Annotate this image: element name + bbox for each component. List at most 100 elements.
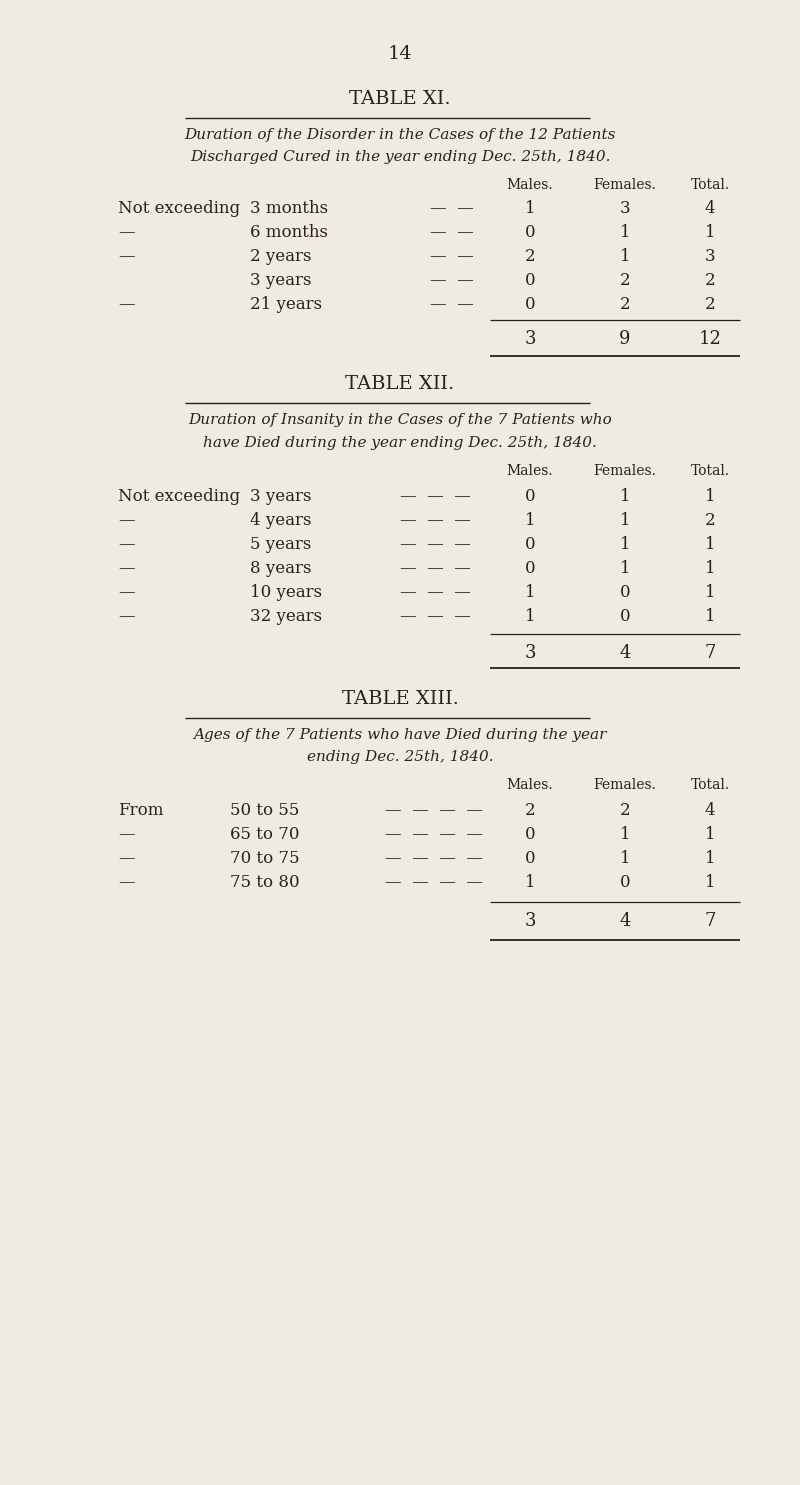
Text: Females.: Females. xyxy=(594,463,657,478)
Text: 3 years: 3 years xyxy=(250,272,311,290)
Text: Duration of the Disorder in the Cases of the 12 Patients: Duration of the Disorder in the Cases of… xyxy=(184,128,616,143)
Text: 0: 0 xyxy=(525,826,535,843)
Text: 1: 1 xyxy=(705,607,715,625)
Text: 1: 1 xyxy=(705,584,715,601)
Text: Not exceeding: Not exceeding xyxy=(118,489,240,505)
Text: 1: 1 xyxy=(705,560,715,578)
Text: —  —  —  —: — — — — xyxy=(385,849,483,867)
Text: 7: 7 xyxy=(704,912,716,930)
Text: 0: 0 xyxy=(525,536,535,552)
Text: —  —  —: — — — xyxy=(400,584,471,601)
Text: —: — xyxy=(118,584,134,601)
Text: —  —: — — xyxy=(430,272,474,290)
Text: 1: 1 xyxy=(525,512,535,529)
Text: 4: 4 xyxy=(705,802,715,820)
Text: 1: 1 xyxy=(705,875,715,891)
Text: 3: 3 xyxy=(705,248,715,264)
Text: 4 years: 4 years xyxy=(250,512,311,529)
Text: 32 years: 32 years xyxy=(250,607,322,625)
Text: 0: 0 xyxy=(620,875,630,891)
Text: —: — xyxy=(118,296,134,313)
Text: —  —  —: — — — xyxy=(400,560,471,578)
Text: TABLE XI.: TABLE XI. xyxy=(349,91,451,108)
Text: —  —  —: — — — xyxy=(400,607,471,625)
Text: 2: 2 xyxy=(705,272,715,290)
Text: —  —  —: — — — xyxy=(400,489,471,505)
Text: Total.: Total. xyxy=(690,463,730,478)
Text: 3 months: 3 months xyxy=(250,200,328,217)
Text: —: — xyxy=(118,560,134,578)
Text: 1: 1 xyxy=(705,826,715,843)
Text: 0: 0 xyxy=(525,489,535,505)
Text: 65 to 70: 65 to 70 xyxy=(230,826,299,843)
Text: —: — xyxy=(118,607,134,625)
Text: 2: 2 xyxy=(705,512,715,529)
Text: 1: 1 xyxy=(525,875,535,891)
Text: —  —: — — xyxy=(430,296,474,313)
Text: Discharged Cured in the year ending Dec. 25th, 1840.: Discharged Cured in the year ending Dec.… xyxy=(190,150,610,163)
Text: —  —: — — xyxy=(430,200,474,217)
Text: 14: 14 xyxy=(388,45,412,62)
Text: —  —  —: — — — xyxy=(400,512,471,529)
Text: 3: 3 xyxy=(524,644,536,662)
Text: 21 years: 21 years xyxy=(250,296,322,313)
Text: 0: 0 xyxy=(525,224,535,241)
Text: 50 to 55: 50 to 55 xyxy=(230,802,299,820)
Text: 0: 0 xyxy=(620,607,630,625)
Text: —  —  —  —: — — — — xyxy=(385,826,483,843)
Text: 3: 3 xyxy=(524,330,536,347)
Text: 1: 1 xyxy=(620,489,630,505)
Text: 9: 9 xyxy=(619,330,630,347)
Text: Males.: Males. xyxy=(506,463,554,478)
Text: 7: 7 xyxy=(704,644,716,662)
Text: 1: 1 xyxy=(620,560,630,578)
Text: 1: 1 xyxy=(705,489,715,505)
Text: Females.: Females. xyxy=(594,178,657,192)
Text: —: — xyxy=(118,849,134,867)
Text: 0: 0 xyxy=(525,560,535,578)
Text: TABLE XII.: TABLE XII. xyxy=(346,376,454,394)
Text: From: From xyxy=(118,802,163,820)
Text: 2: 2 xyxy=(525,248,535,264)
Text: —  —: — — xyxy=(430,248,474,264)
Text: 1: 1 xyxy=(525,200,535,217)
Text: 0: 0 xyxy=(525,272,535,290)
Text: —: — xyxy=(118,248,134,264)
Text: 0: 0 xyxy=(620,584,630,601)
Text: Total.: Total. xyxy=(690,778,730,792)
Text: 3: 3 xyxy=(620,200,630,217)
Text: Duration of Insanity in the Cases of the 7 Patients who: Duration of Insanity in the Cases of the… xyxy=(188,413,612,428)
Text: Ages of the 7 Patients who have Died during the year: Ages of the 7 Patients who have Died dur… xyxy=(194,728,606,742)
Text: 4: 4 xyxy=(619,912,630,930)
Text: 1: 1 xyxy=(620,536,630,552)
Text: Males.: Males. xyxy=(506,778,554,792)
Text: 0: 0 xyxy=(525,296,535,313)
Text: 8 years: 8 years xyxy=(250,560,311,578)
Text: —  —: — — xyxy=(430,224,474,241)
Text: 1: 1 xyxy=(525,607,535,625)
Text: —: — xyxy=(118,875,134,891)
Text: 1: 1 xyxy=(705,224,715,241)
Text: have Died during the year ending Dec. 25th, 1840.: have Died during the year ending Dec. 25… xyxy=(203,437,597,450)
Text: —  —  —  —: — — — — xyxy=(385,802,483,820)
Text: —: — xyxy=(118,224,134,241)
Text: Males.: Males. xyxy=(506,178,554,192)
Text: 4: 4 xyxy=(705,200,715,217)
Text: TABLE XIII.: TABLE XIII. xyxy=(342,691,458,708)
Text: 0: 0 xyxy=(525,849,535,867)
Text: Total.: Total. xyxy=(690,178,730,192)
Text: 2 years: 2 years xyxy=(250,248,311,264)
Text: 6 months: 6 months xyxy=(250,224,328,241)
Text: 1: 1 xyxy=(705,536,715,552)
Text: 10 years: 10 years xyxy=(250,584,322,601)
Text: 1: 1 xyxy=(620,248,630,264)
Text: Females.: Females. xyxy=(594,778,657,792)
Text: 2: 2 xyxy=(705,296,715,313)
Text: —: — xyxy=(118,536,134,552)
Text: 1: 1 xyxy=(620,849,630,867)
Text: 12: 12 xyxy=(698,330,722,347)
Text: 1: 1 xyxy=(525,584,535,601)
Text: 4: 4 xyxy=(619,644,630,662)
Text: 5 years: 5 years xyxy=(250,536,311,552)
Text: —: — xyxy=(118,826,134,843)
